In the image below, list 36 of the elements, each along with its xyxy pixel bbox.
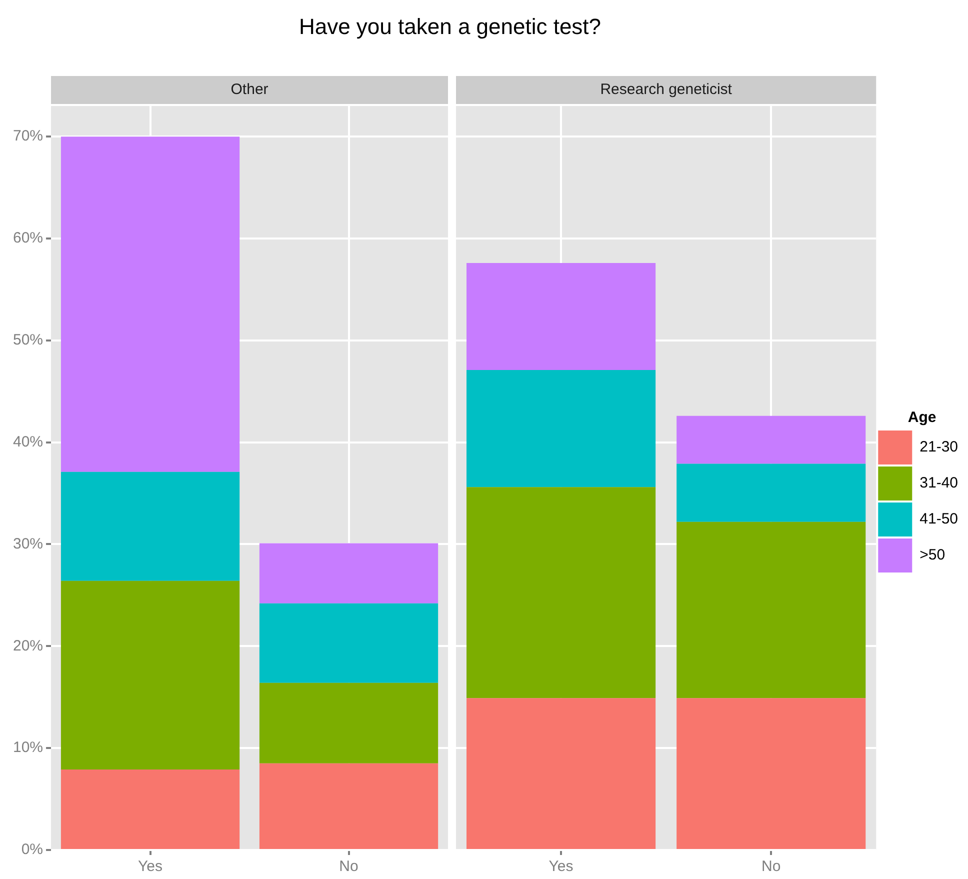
y-tick-label: 20% [12,637,44,654]
y-tick-label: 0% [21,841,44,858]
y-tick-label: 70% [12,128,44,145]
bar [676,464,866,522]
bar [466,262,656,370]
bar [60,136,240,472]
x-tick-label: Yes [548,858,574,876]
bar [676,522,866,698]
y-tick-label: 30% [12,535,44,552]
legend-label: 31-40 [920,474,958,492]
legend-title: Age [908,409,936,426]
x-tick-label: No [339,858,358,876]
bar [466,487,656,698]
y-tick-label: 40% [12,433,44,450]
y-tick-label: 50% [12,332,44,349]
bar [466,698,656,849]
bar [259,763,438,849]
bar [466,370,656,488]
y-tick-label: 10% [12,739,44,756]
legend-label: 21-30 [920,438,958,456]
chart-subtitle: Other [230,81,268,98]
legend-label: 41-50 [920,510,958,528]
bar [259,682,438,764]
y-tick-label: 60% [12,230,44,247]
bar [60,769,240,849]
chart-title: Have you taken a genetic test? [298,14,602,40]
chart-subtitle: Research geneticist [600,81,733,98]
bar [259,543,438,604]
x-tick-label: Yes [138,858,163,876]
bar [259,603,438,683]
legend-label: >50 [920,546,946,564]
bar [60,580,240,770]
x-tick-label: No [762,858,781,876]
bar [676,416,866,464]
bar [676,698,866,849]
bar [60,472,240,581]
